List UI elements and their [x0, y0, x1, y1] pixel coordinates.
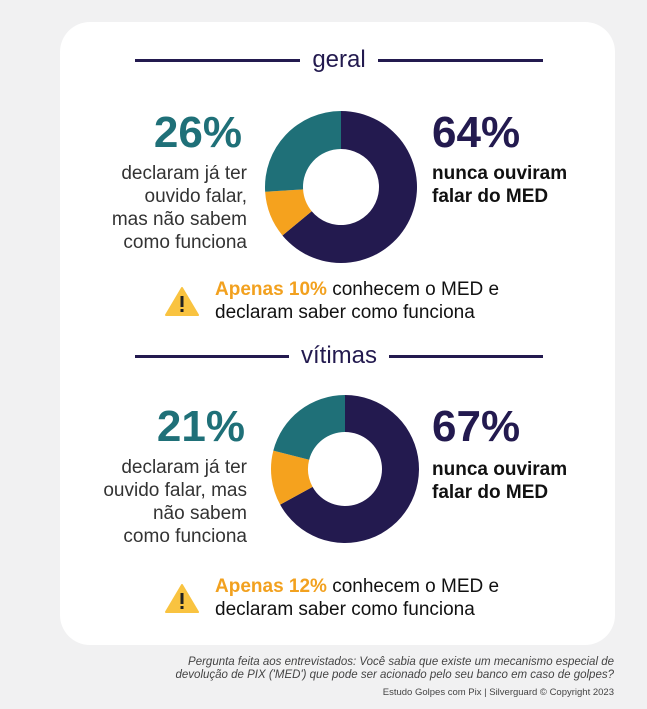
section-title: vítimas [301, 342, 378, 369]
text-line: não sabem [152, 503, 247, 524]
donut-chart-vitimas [271, 395, 419, 543]
text: conhecem o MED e [326, 576, 500, 597]
right-percent: 64% [432, 108, 521, 157]
text-line: ouvido falar, mas [103, 480, 247, 501]
text-line: nunca ouviram [432, 163, 568, 184]
donut-chart-geral [265, 111, 417, 263]
text-line: declaram já ter [121, 163, 247, 184]
text-line: ouvido falar, [144, 186, 247, 207]
donut-slice [282, 111, 417, 263]
section-header-vitimas: vítimas [135, 342, 544, 370]
text-line: declaram já ter [121, 457, 247, 478]
left-percent: 26% [153, 108, 242, 157]
left-description: declaram já ter ouvido falar, mas não sabe… [112, 162, 247, 254]
text-line: nunca ouviram [432, 459, 568, 480]
right-description: nunca ouviram falar do MED [432, 458, 567, 504]
text-line: falar do MED [432, 482, 549, 503]
warning-highlight: Apenas 10% [215, 279, 327, 300]
warning-highlight: Apenas 12% [215, 576, 327, 597]
left-percent: 21% [156, 402, 245, 451]
warning-icon [165, 287, 199, 316]
donut-slice [265, 111, 341, 192]
donut-slice [271, 450, 313, 505]
text-line: como funciona [123, 232, 247, 253]
text-line: devolução de PIX ('MED') que pode ser ac… [175, 669, 614, 681]
donut-slice [265, 189, 312, 236]
section-title: geral [312, 46, 366, 73]
footer-credit: Estudo Golpes com Pix | Silverguard © Co… [382, 687, 614, 698]
warning-icon [165, 584, 199, 613]
text-line: falar do MED [432, 186, 549, 207]
text-line: declaram saber como funciona [215, 599, 475, 620]
warning-note: Apenas 12% conhecem o MED e declaram sabe… [165, 575, 499, 621]
donut-slice [273, 395, 345, 460]
text-line: Pergunta feita aos entrevistados: Você s… [188, 656, 614, 668]
text-line: como funciona [123, 526, 247, 547]
donut-slice [280, 395, 419, 543]
warning-note: Apenas 10% conhecem o MED e declaram sabe… [165, 278, 499, 324]
footer-question: Pergunta feita aos entrevistados: Você s… [176, 656, 614, 682]
text-line: mas não sabem [111, 209, 247, 230]
left-description: declaram já ter ouvido falar, mas não sabe… [103, 456, 247, 548]
text-line: declaram saber como funciona [215, 302, 475, 323]
text: conhecem o MED e [326, 279, 500, 300]
right-description: nunca ouviram falar do MED [432, 162, 567, 208]
right-percent: 67% [432, 402, 521, 451]
section-header-geral: geral [135, 46, 543, 74]
